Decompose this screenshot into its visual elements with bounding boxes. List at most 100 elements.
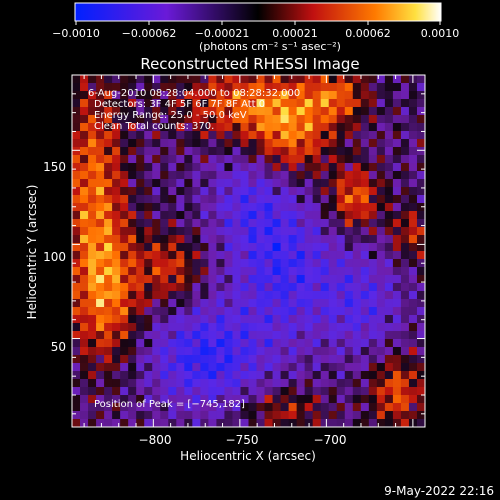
heatmap-cell (352, 155, 362, 164)
heatmap-cell (360, 187, 370, 196)
heatmap-cell (408, 387, 418, 396)
heatmap-cell (280, 187, 290, 196)
heatmap-cell (408, 403, 418, 412)
heatmap-cell (336, 235, 346, 244)
heatmap-cell (336, 195, 346, 204)
heatmap-cell (344, 235, 354, 244)
heatmap-cell (248, 155, 258, 164)
heatmap-cell (232, 339, 242, 348)
heatmap-cell (72, 139, 81, 148)
heatmap-cell (80, 355, 89, 364)
heatmap-cell (264, 395, 274, 404)
heatmap-cell (304, 179, 314, 188)
heatmap-cell (376, 419, 386, 427)
heatmap-cell (216, 83, 226, 92)
heatmap-cell (80, 75, 89, 84)
heatmap-cell (96, 403, 105, 412)
heatmap-cell (144, 307, 153, 316)
heatmap-cell (136, 83, 145, 92)
heatmap-cell (224, 371, 234, 380)
heatmap-cell (120, 419, 129, 427)
heatmap-cell (376, 83, 386, 92)
heatmap-cell (120, 123, 129, 132)
heatmap-cell (304, 139, 314, 148)
heatmap-cell (160, 91, 169, 100)
heatmap-cell (168, 155, 177, 164)
heatmap-cell (72, 347, 81, 356)
heatmap-cell (216, 227, 226, 236)
heatmap-cell (408, 283, 418, 292)
heatmap-cell (216, 163, 226, 172)
heatmap-cell (104, 355, 113, 364)
heatmap-cell (104, 315, 113, 324)
heatmap-cell (272, 99, 282, 108)
heatmap-cell (176, 403, 185, 412)
heatmap-cell (120, 227, 129, 236)
heatmap-cell (208, 299, 218, 308)
heatmap-cell (336, 347, 346, 356)
heatmap-cell (112, 267, 121, 276)
heatmap-cell (368, 115, 378, 124)
heatmap-cell (240, 227, 250, 236)
heatmap-cell (192, 83, 201, 92)
heatmap-cell (224, 387, 234, 396)
heatmap-cell (136, 115, 145, 124)
heatmap-cell (176, 307, 185, 316)
heatmap-cell (72, 243, 81, 252)
heatmap-cell (192, 395, 201, 404)
heatmap-cell (120, 355, 129, 364)
heatmap-cell (232, 379, 242, 388)
heatmap-cell (88, 147, 97, 156)
heatmap-cell (72, 315, 81, 324)
heatmap-cell (352, 243, 362, 252)
heatmap-cell (296, 203, 306, 212)
heatmap-cell (376, 267, 386, 276)
heatmap-cell (232, 419, 242, 427)
heatmap-cell (152, 331, 161, 340)
heatmap-cell (336, 203, 346, 212)
heatmap-cell (392, 179, 402, 188)
heatmap-cell (312, 187, 322, 196)
heatmap-cell (384, 387, 394, 396)
heatmap-cell (400, 275, 410, 284)
heatmap-cell (280, 411, 290, 420)
heatmap-cell (160, 211, 169, 220)
heatmap-cell (216, 355, 226, 364)
heatmap-cell (168, 347, 177, 356)
heatmap-cell (296, 195, 306, 204)
heatmap-cell (416, 355, 425, 364)
heatmap-cell (224, 355, 234, 364)
heatmap-cell (416, 275, 425, 284)
heatmap-cell (264, 75, 274, 84)
heatmap-cell (336, 251, 346, 260)
heatmap-cell (160, 355, 169, 364)
heatmap-cell (312, 115, 322, 124)
heatmap-cell (88, 155, 97, 164)
heatmap-cell (352, 83, 362, 92)
heatmap-cell (200, 235, 209, 244)
heatmap-cell (200, 75, 209, 84)
heatmap-cell (72, 411, 81, 420)
heatmap-cell (256, 163, 266, 172)
heatmap-cell (248, 259, 258, 268)
heatmap-cell (384, 163, 394, 172)
heatmap-cell (360, 323, 370, 332)
heatmap-cell (240, 251, 250, 260)
heatmap-cell (280, 347, 290, 356)
heatmap-cell (128, 371, 137, 380)
heatmap-cell (312, 419, 322, 427)
heatmap-cell (208, 147, 218, 156)
heatmap-cell (352, 395, 362, 404)
heatmap-cell (192, 411, 201, 420)
heatmap-cell (152, 203, 161, 212)
heatmap-cell (144, 243, 153, 252)
heatmap-cell (216, 331, 226, 340)
heatmap-cell (320, 395, 330, 404)
heatmap-cell (192, 299, 201, 308)
heatmap-cell (240, 267, 250, 276)
heatmap-cell (272, 235, 282, 244)
heatmap-cell (304, 227, 314, 236)
heatmap-cell (240, 179, 250, 188)
heatmap-cell (408, 251, 418, 260)
heatmap-cell (384, 339, 394, 348)
